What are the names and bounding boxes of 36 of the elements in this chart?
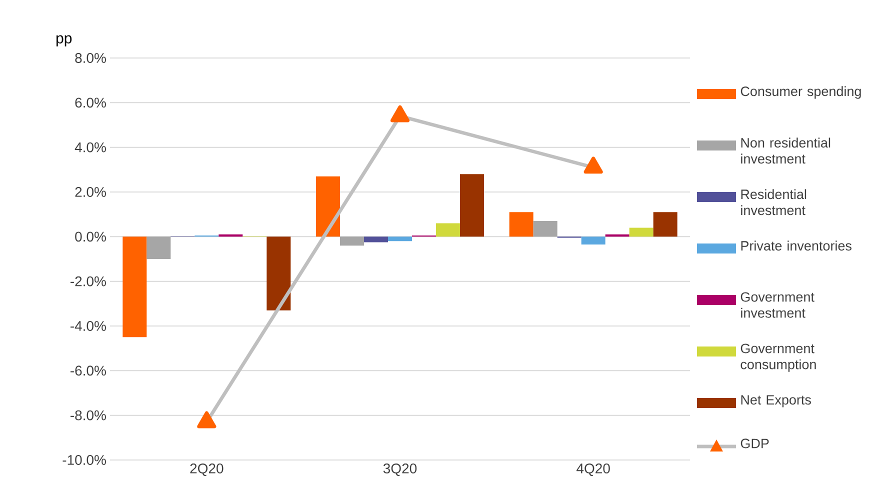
x-tick-label: 3Q20 xyxy=(383,464,417,476)
bar xyxy=(146,236,171,259)
bar xyxy=(460,174,484,237)
legend-label: Government consumption xyxy=(740,344,816,372)
y-tick-label: -6.0% xyxy=(70,366,106,376)
legend-label: Residential investment xyxy=(741,189,806,216)
bar xyxy=(533,221,558,237)
bar xyxy=(388,236,412,242)
legend-label: Private inventories xyxy=(741,240,852,251)
y-tick-label: 8.0% xyxy=(75,53,106,63)
bar xyxy=(509,212,534,237)
y-tick-label: -4.0% xyxy=(70,321,106,331)
y-tick-label: 4.0% xyxy=(74,142,106,152)
bar xyxy=(581,236,606,244)
y-axis-title: pp xyxy=(56,35,72,46)
bar xyxy=(653,212,678,237)
legend-label: Net Exports xyxy=(741,395,811,408)
y-tick-label: -10.0% xyxy=(62,455,106,465)
bar xyxy=(364,236,388,242)
y-tick-label: -8.0% xyxy=(70,410,106,420)
bar xyxy=(266,236,291,310)
legend-label: Consumer spending xyxy=(740,86,861,99)
y-tick-label: 0.0% xyxy=(75,232,106,242)
legend-label: Non residential investment xyxy=(741,138,830,164)
bar xyxy=(340,236,364,246)
bar xyxy=(436,223,460,237)
y-tick-label: 2.0% xyxy=(75,187,106,197)
x-tick-label: 4Q20 xyxy=(576,464,610,476)
bar xyxy=(316,176,340,237)
x-tick-label: 2Q20 xyxy=(190,464,224,476)
bar xyxy=(629,228,654,237)
legend-label: Government investment xyxy=(740,292,814,318)
y-tick-label: 6.0% xyxy=(75,98,106,108)
bar xyxy=(122,236,147,338)
y-tick-label: -2.0% xyxy=(70,276,106,286)
legend-label: GDP xyxy=(740,438,769,448)
